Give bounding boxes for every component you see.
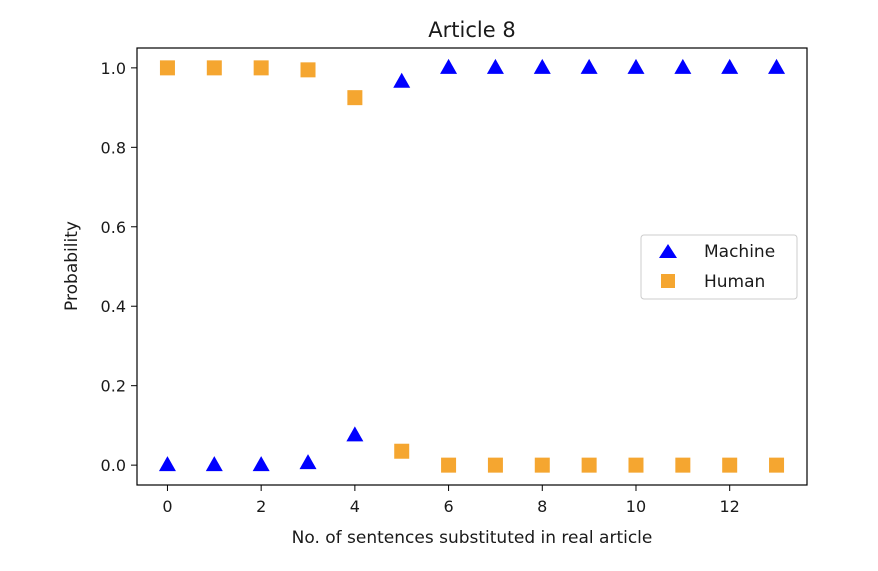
human-point (487, 457, 503, 473)
human-point (253, 60, 269, 76)
machine-point (768, 58, 786, 74)
human-point (769, 457, 785, 473)
machine-point (721, 58, 739, 74)
machine-point (440, 58, 458, 74)
data-markers (158, 58, 786, 473)
human-point (675, 457, 691, 473)
x-tick-label: 10 (626, 497, 646, 516)
y-tick-label: 0.4 (101, 297, 126, 316)
x-axis-ticks: 0 2 4 6 8 10 12 (162, 485, 740, 516)
y-axis-ticks: 0.0 0.2 0.4 0.6 0.8 1.0 (101, 59, 137, 475)
legend-human-marker (661, 274, 675, 288)
legend: Machine Human (640, 234, 798, 300)
human-point (441, 457, 457, 473)
machine-point (252, 456, 270, 472)
machine-point (674, 58, 692, 74)
human-point (534, 457, 550, 473)
plot-area-frame (136, 47, 808, 486)
x-tick-label: 6 (443, 497, 453, 516)
y-tick-label: 0.6 (101, 218, 126, 237)
x-tick-label: 12 (720, 497, 740, 516)
x-axis-label: No. of sentences substituted in real art… (292, 528, 653, 548)
legend-machine-marker (659, 244, 677, 258)
machine-point (393, 72, 411, 88)
legend-box (640, 234, 798, 300)
machine-point (486, 58, 504, 74)
human-point (722, 457, 738, 473)
machine-point (205, 456, 223, 472)
legend-machine-label: Machine (704, 242, 775, 262)
x-tick-label: 2 (256, 497, 266, 516)
x-tick-label: 0 (162, 497, 172, 516)
y-tick-label: 0.0 (101, 456, 126, 475)
machine-point (533, 58, 551, 74)
x-tick-label: 4 (350, 497, 360, 516)
human-point (206, 60, 222, 76)
machine-point (580, 58, 598, 74)
machine-point (627, 58, 645, 74)
y-tick-label: 0.8 (101, 138, 126, 157)
legend-human-label: Human (704, 272, 765, 292)
machine-point (158, 456, 176, 472)
human-point (347, 90, 363, 106)
machine-point (299, 454, 317, 470)
human-point (300, 62, 316, 78)
human-point (394, 443, 410, 459)
machine-point (346, 426, 364, 442)
human-point (628, 457, 644, 473)
y-tick-label: 0.2 (101, 377, 126, 396)
human-point (159, 60, 175, 76)
y-axis-label: Probability (62, 221, 82, 311)
chart-title: Article 8 (428, 18, 515, 42)
human-point (581, 457, 597, 473)
x-tick-label: 8 (537, 497, 547, 516)
y-tick-label: 1.0 (101, 59, 126, 78)
